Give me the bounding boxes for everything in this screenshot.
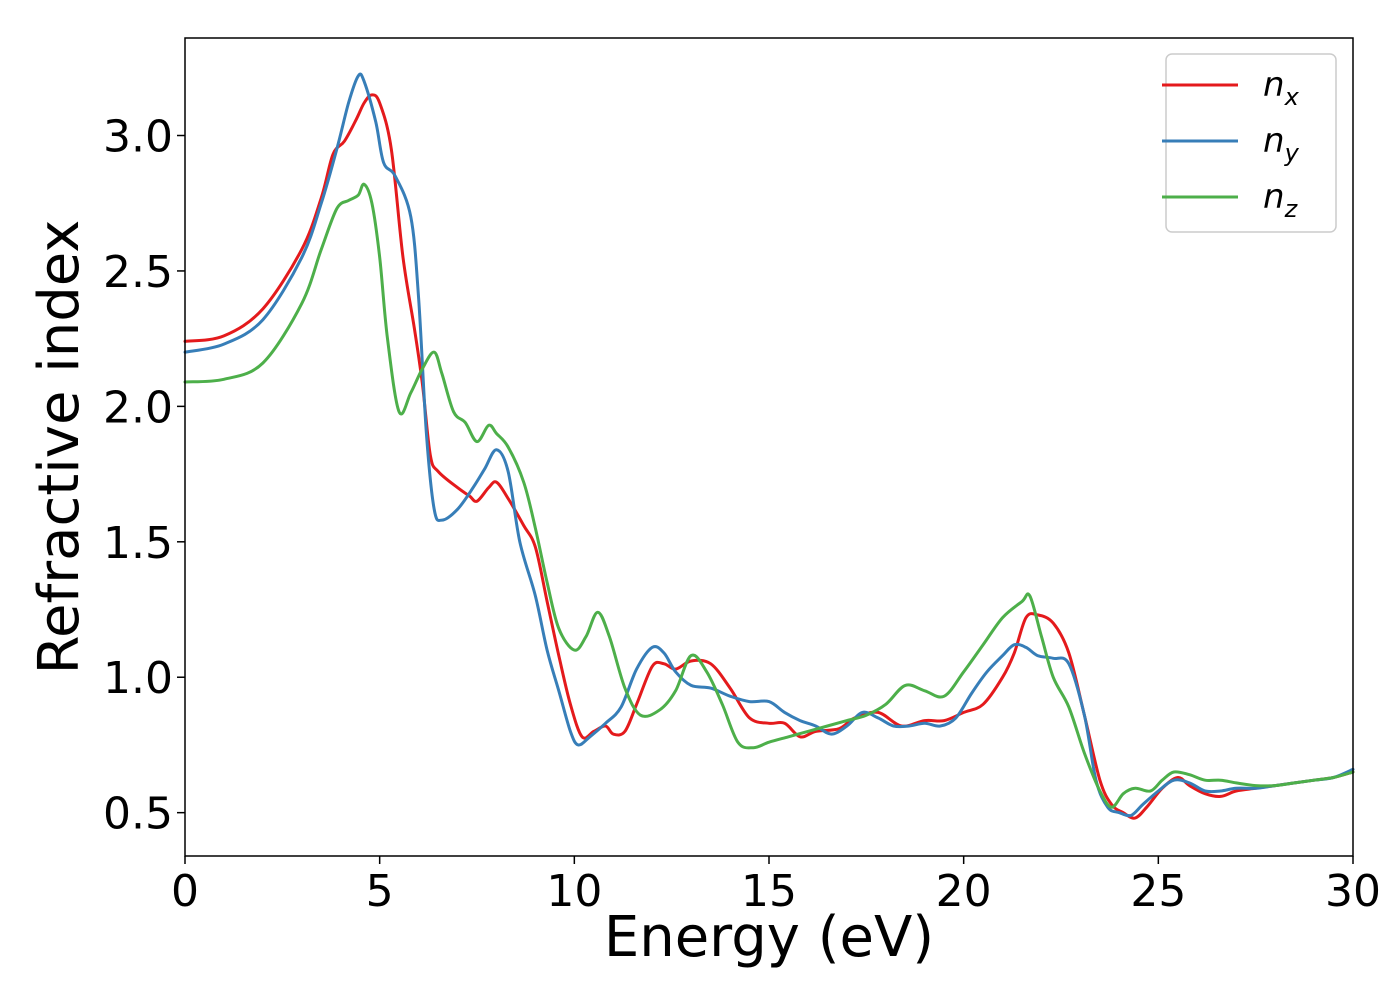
y-tick-label: 3.0 bbox=[103, 112, 173, 163]
x-tick-label: 5 bbox=[366, 866, 394, 917]
y-axis: 0.5 1.0 1.5 2.0 2.5 3.0 bbox=[103, 112, 185, 840]
y-tick-label: 0.5 bbox=[103, 789, 173, 840]
legend-label-nz: nz bbox=[1263, 177, 1299, 223]
x-axis: 0 5 10 15 20 25 30 bbox=[171, 856, 1381, 917]
y-tick-label: 1.5 bbox=[103, 518, 173, 569]
y-tick-label: 2.5 bbox=[103, 247, 173, 298]
x-tick-label: 0 bbox=[171, 866, 199, 917]
y-tick-label: 2.0 bbox=[103, 382, 173, 433]
series-line-nz bbox=[183, 182, 1355, 809]
y-tick-label: 1.0 bbox=[103, 653, 173, 704]
x-axis-label: Energy (eV) bbox=[604, 905, 934, 970]
x-tick-label: 15 bbox=[741, 866, 797, 917]
y-axis-label: Refractive index bbox=[27, 220, 92, 675]
x-tick-label: 10 bbox=[546, 866, 602, 917]
legend-label-nx: nx bbox=[1263, 65, 1300, 111]
plot-area bbox=[185, 38, 1353, 856]
series-line-ny bbox=[183, 72, 1355, 818]
series-layer bbox=[183, 72, 1355, 820]
series-line-nx bbox=[183, 93, 1355, 820]
x-tick-label: 25 bbox=[1130, 866, 1186, 917]
legend-label-ny: ny bbox=[1263, 121, 1300, 167]
legend-box bbox=[1165, 53, 1337, 233]
legend: nx ny nz bbox=[1162, 53, 1337, 233]
x-tick-label: 20 bbox=[936, 866, 992, 917]
x-tick-label: 30 bbox=[1325, 866, 1381, 917]
